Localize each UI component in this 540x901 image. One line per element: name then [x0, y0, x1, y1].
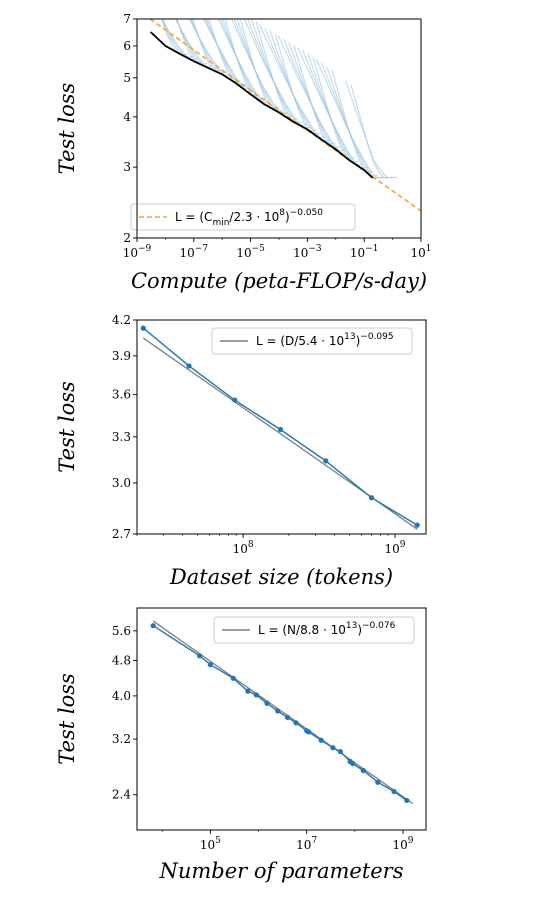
parameters-chart-y-tick-label: 5.6: [112, 624, 131, 638]
compute-chart-fit-line: [148, 19, 421, 212]
compute-chart-training-run-curve: [293, 45, 336, 145]
dataset-chart-data-point: [368, 495, 375, 501]
compute-chart-x-tick-label: 10−9: [123, 244, 152, 260]
dataset-chart-data-point: [323, 458, 329, 464]
dataset-chart-plot-frame: [136, 319, 427, 535]
compute-chart-training-run-curve: [274, 33, 317, 132]
parameters-chart-x-tick-label: 109: [393, 836, 414, 852]
parameters-chart-data-point: [253, 692, 259, 698]
dataset-chart-data-point: [414, 522, 420, 528]
dataset-chart: 108 109 2.7 3.0 3.3 3.6 3.9 4.2 L = (D/5.4 · 101…: [55, 313, 420, 589]
compute-chart-training-run-curve: [161, 19, 194, 58]
dataset-chart-x-tick-label: 108: [233, 540, 254, 556]
compute-chart-x-axis-title: Compute (peta-FLOP/s-day): [131, 269, 427, 293]
dataset-chart-y-tick-label: 3.6: [112, 388, 131, 402]
parameters-chart-data-point: [207, 662, 213, 668]
dataset-chart-y-tick-label: 2.7: [112, 527, 131, 541]
dataset-chart-data-point: [232, 397, 238, 403]
compute-chart-training-run-curve: [204, 19, 251, 89]
parameters-chart-plot-frame: [136, 607, 427, 831]
compute-chart-x-tick-label: 10−1: [350, 244, 379, 260]
compute-chart-training-run-curve: [331, 69, 374, 173]
compute-chart-legend-label: L = (Cmin/2.3 · 108)−0.050: [175, 208, 323, 228]
dataset-chart-y-tick-label: 3.9: [112, 349, 131, 363]
parameters-chart-data-point: [375, 779, 381, 785]
compute-chart-y-tick-label: 5: [123, 71, 131, 85]
dataset-chart-data-point: [186, 363, 192, 369]
compute-chart: 10−9 10−7 10−5 10−3 10−1 101 2 3 4 5 6 7 L = (Cmin/2…: [55, 12, 432, 293]
compute-chart-training-run-curve: [326, 66, 378, 177]
parameters-chart-data-point: [275, 708, 281, 714]
compute-chart-training-run-curve: [350, 84, 393, 179]
dataset-chart-y-tick-label: 3.0: [112, 476, 131, 490]
compute-chart-training-run-curve: [315, 59, 388, 179]
parameters-chart-data-point: [245, 688, 251, 694]
parameters-chart-data-point: [284, 714, 291, 720]
compute-chart-training-run-curve: [239, 19, 279, 109]
compute-chart-training-run-curve: [297, 47, 369, 169]
compute-chart-y-tick-label: 7: [123, 12, 131, 26]
compute-chart-training-run-curve: [278, 35, 350, 156]
dataset-chart-y-axis-title: Test loss: [55, 381, 79, 473]
compute-chart-training-run-curve: [188, 19, 236, 80]
parameters-chart-y-tick-label: 3.2: [112, 732, 131, 746]
parameters-chart-data-point: [197, 653, 203, 659]
parameters-chart-data-point: [360, 767, 366, 774]
dataset-chart-data-point: [140, 325, 146, 331]
dataset-chart-y-tick-label: 4.2: [112, 313, 131, 327]
parameters-chart-x-tick-label: 107: [296, 836, 317, 852]
compute-chart-x-tick-label: 10−5: [236, 244, 265, 260]
compute-chart-y-tick-label: 3: [123, 160, 131, 174]
compute-chart-x-tick-label: 10−3: [293, 244, 322, 260]
dataset-chart-data-line: [142, 327, 418, 526]
parameters-chart-x-tick-label: 105: [200, 836, 221, 852]
compute-chart-y-tick-label: 4: [123, 110, 131, 124]
parameters-chart-data-point: [306, 729, 312, 735]
parameters-chart-legend-box: [213, 616, 415, 644]
dataset-chart-x-axis-title: Dataset size (tokens): [169, 565, 393, 589]
parameters-chart-data-point: [337, 748, 343, 755]
compute-chart-x-tick-label: 101: [410, 244, 431, 260]
compute-chart-training-run-curve: [255, 21, 298, 121]
compute-chart-training-run-curve: [217, 19, 274, 107]
compute-chart-plot-frame: [136, 18, 422, 239]
parameters-chart-y-tick-label: 4.8: [112, 654, 131, 668]
parameters-chart-data-point: [230, 675, 236, 681]
parameters-chart-legend-label: L = (N/8.8 · 1013)−0.076: [258, 621, 396, 637]
parameters-chart-data-point: [150, 623, 156, 629]
parameters-chart-fit-line: [152, 620, 414, 805]
compute-chart-training-run-curve: [174, 19, 218, 70]
compute-chart-training-run-curve: [202, 19, 255, 93]
parameters-chart-data-point: [350, 760, 356, 767]
parameters-chart-y-tick-label: 4.0: [112, 689, 131, 703]
dataset-chart-x-tick-label: 109: [384, 540, 405, 556]
parameters-chart-data-point: [293, 720, 299, 726]
parameters-chart-data-point: [264, 700, 270, 706]
compute-chart-frontier-line: [149, 31, 374, 179]
compute-chart-training-run-curve: [162, 19, 199, 61]
compute-chart-y-tick-label: 2: [123, 231, 131, 245]
parameters-chart-y-axis-title: Test loss: [55, 673, 79, 765]
compute-chart-training-run-curve: [345, 80, 397, 179]
parameters-chart-data-point: [391, 788, 397, 795]
parameters-chart: 105 107 109 2.4 3.2 4.0 4.8 5.6 L = (N/8.8 · 101…: [55, 616, 415, 883]
dataset-chart-legend-label: L = (D/5.4 · 1013)−0.095: [256, 332, 394, 348]
parameters-chart-data-line: [152, 625, 408, 802]
parameters-chart-y-tick-label: 2.4: [112, 788, 131, 802]
compute-chart-plot-area: [148, 19, 421, 212]
compute-chart-x-tick-label: 10−7: [180, 244, 209, 260]
compute-chart-y-tick-label: 6: [123, 39, 131, 53]
parameters-chart-data-point: [330, 745, 336, 751]
compute-chart-training-run-curve: [243, 19, 312, 129]
dataset-chart-y-tick-label: 3.3: [112, 430, 131, 444]
compute-chart-training-run-curve: [259, 23, 331, 142]
dataset-chart-legend-box: [211, 327, 413, 355]
dataset-chart-data-point: [277, 426, 284, 433]
parameters-chart-data-point: [404, 797, 410, 804]
parameters-chart-x-axis-title: Number of parameters: [158, 859, 403, 883]
parameters-chart-data-point: [318, 737, 324, 743]
compute-chart-y-axis-title: Test loss: [55, 82, 79, 174]
compute-chart-legend-box: [130, 203, 356, 231]
